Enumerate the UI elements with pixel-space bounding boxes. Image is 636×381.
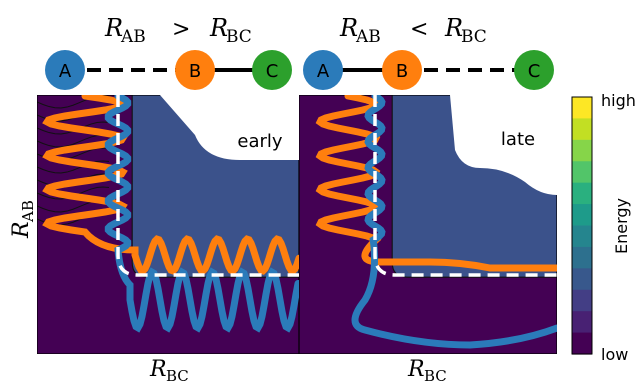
x-axis-label-right-sub: BC xyxy=(424,367,447,381)
molecule-right: A B C xyxy=(303,50,554,90)
colorbar-band xyxy=(572,268,592,291)
reaction-path-left xyxy=(116,95,299,277)
colorbar-band xyxy=(572,161,592,184)
colorbar-band xyxy=(572,139,592,162)
colorbar-low-label: low xyxy=(601,345,628,364)
reaction-path-right xyxy=(373,95,557,277)
colorbar-band xyxy=(572,289,592,312)
colorbar-band xyxy=(572,332,592,355)
atom-right-b xyxy=(382,50,422,90)
molecule-left: A B C xyxy=(45,50,292,90)
header-right-lhs: R xyxy=(339,14,358,42)
panel-left-trajectories xyxy=(42,95,299,333)
header-left-rhs-sub: BC xyxy=(226,27,252,47)
header-right: R AB < R BC xyxy=(339,14,487,47)
atom-right-c-label: C xyxy=(528,61,541,82)
header-left-rhs: R xyxy=(209,14,228,42)
y-axis-label: R AB xyxy=(9,200,37,239)
colorbar-band xyxy=(572,204,592,227)
x-axis-label-right-main: R xyxy=(407,357,425,381)
header-right-op: < xyxy=(410,17,428,42)
contour-line xyxy=(37,134,110,148)
y-axis-label-sub: AB xyxy=(19,200,37,223)
atom-left-c xyxy=(252,50,292,90)
header-left-lhs-sub: AB xyxy=(120,27,146,47)
colorbar-bands xyxy=(572,97,592,355)
atom-right-a-label: A xyxy=(317,61,330,82)
panel-right-plateau xyxy=(450,95,557,195)
header-right-rhs-sub: BC xyxy=(461,27,487,47)
trajectory-left-orange xyxy=(42,95,299,275)
colorbar-band xyxy=(572,97,592,120)
atom-left-a xyxy=(45,50,85,90)
colorbar: high low Energy xyxy=(571,91,636,364)
colorbar-title: Energy xyxy=(612,198,631,254)
colorbar-frame xyxy=(571,96,593,355)
atom-left-b xyxy=(175,50,215,90)
trajectory-right-orange xyxy=(315,95,557,272)
atom-left-a-label: A xyxy=(59,61,72,82)
x-axis-label-left: R BC xyxy=(149,357,189,381)
header-left: R AB > R BC xyxy=(104,14,252,47)
x-axis-label-right: R BC xyxy=(407,357,447,381)
colorbar-high-label: high xyxy=(601,91,636,110)
header-right-rhs: R xyxy=(444,14,463,42)
panel-right-trajectories xyxy=(315,95,557,349)
atom-left-c-label: C xyxy=(266,61,279,82)
colorbar-band xyxy=(572,118,592,141)
colorbar-band xyxy=(572,225,592,248)
panel-left-annotation: early xyxy=(237,131,283,152)
atom-left-b-label: B xyxy=(189,61,201,82)
x-axis-label-left-sub: BC xyxy=(166,367,189,381)
x-axis-label-left-main: R xyxy=(149,357,167,381)
contour-line xyxy=(37,160,110,174)
panel-right-annotation: late xyxy=(501,129,535,150)
panel-left-contours xyxy=(37,95,299,354)
atom-right-b-label: B xyxy=(396,61,408,82)
colorbar-band xyxy=(572,246,592,269)
colorbar-band xyxy=(572,311,592,334)
header-left-lhs: R xyxy=(104,14,123,42)
header-left-op: > xyxy=(172,17,190,42)
atom-right-a xyxy=(303,50,343,90)
atom-right-c xyxy=(514,50,554,90)
y-axis-label-main: R xyxy=(9,221,34,239)
header-right-lhs-sub: AB xyxy=(355,27,381,47)
colorbar-band xyxy=(572,182,592,205)
panel-left-plateau xyxy=(160,95,299,160)
